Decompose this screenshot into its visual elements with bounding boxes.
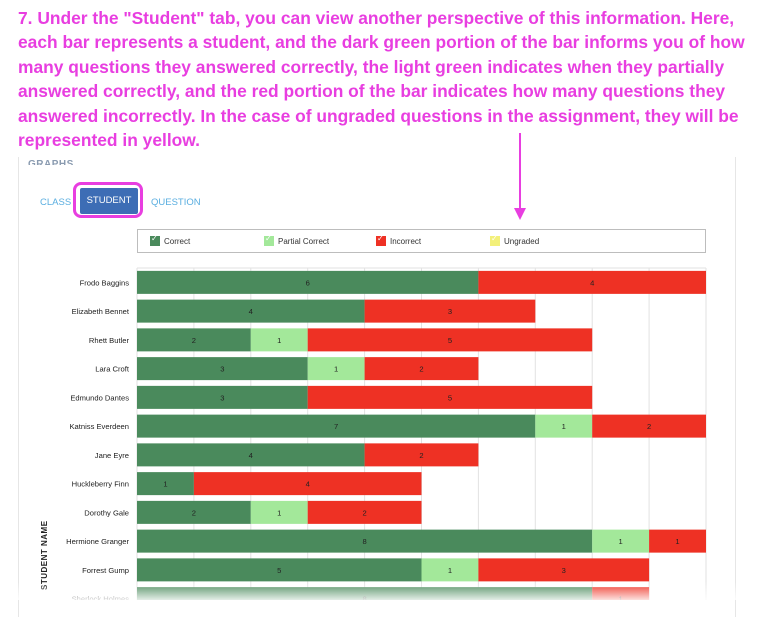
bar-value-label: 4: [306, 480, 310, 489]
bar-value-label: 2: [647, 422, 651, 431]
bar-value-label: 3: [220, 393, 224, 402]
student-name-label: Elizabeth Bennet: [72, 307, 130, 316]
student-name-label: Frodo Baggins: [80, 278, 130, 287]
bar-value-label: 4: [249, 451, 253, 460]
bar-segment-partial-correct: [592, 529, 650, 553]
y-axis-label: STUDENT NAME: [40, 520, 49, 590]
bar-segment-correct: [137, 443, 365, 467]
bar-segment-partial-correct: [250, 328, 308, 352]
bar-value-label: 2: [419, 451, 423, 460]
bar-segment-incorrect: [592, 414, 706, 438]
bar-segment-incorrect: [478, 270, 706, 294]
chart-legend: Correct Partial Correct Incorrect Ungrad…: [137, 229, 706, 253]
bar-segment-correct: [137, 357, 308, 381]
bar-value-label: 1: [448, 566, 452, 575]
bar-value-label: 3: [448, 307, 452, 316]
legend-swatch-correct: [150, 234, 160, 246]
bar-segment-incorrect: [649, 529, 706, 553]
student-name-label: Forrest Gump: [82, 566, 129, 575]
legend-swatch-partial: [264, 234, 274, 246]
bar-segment-partial-correct: [421, 558, 479, 582]
instruction-text: 7. Under the "Student" tab, you can view…: [18, 8, 745, 151]
tab-question[interactable]: QUESTION: [151, 197, 201, 208]
bar-segment-correct: [137, 270, 479, 294]
student-name-label: Edmundo Dantes: [70, 393, 129, 402]
legend-item-partial[interactable]: Partial Correct: [264, 234, 330, 246]
student-name-label: Jane Eyre: [95, 451, 129, 460]
legend-label-ungraded: Ungraded: [504, 236, 540, 246]
bar-value-label: 3: [220, 365, 224, 374]
legend-label-incorrect: Incorrect: [390, 236, 422, 246]
bar-value-label: 3: [562, 566, 566, 575]
legend-item-ungraded[interactable]: Ungraded: [490, 234, 540, 246]
bar-segment-partial-correct: [535, 414, 593, 438]
student-name-label: Huckleberry Finn: [72, 480, 129, 489]
student-name-label: Rhett Butler: [89, 336, 130, 345]
bar-value-label: 2: [362, 508, 366, 517]
bar-segment-incorrect: [307, 500, 422, 524]
bar-value-label: 6: [306, 278, 310, 287]
student-name-label: Dorothy Gale: [84, 508, 129, 517]
bar-value-label: 1: [277, 508, 281, 517]
legend-item-correct[interactable]: Correct: [150, 234, 191, 246]
bar-segment-incorrect: [364, 443, 479, 467]
bar-segment-partial-correct: [307, 357, 365, 381]
bar-value-label: 1: [619, 537, 623, 546]
bar-value-label: 1: [675, 537, 679, 546]
bar-segment-partial-correct: [250, 500, 308, 524]
legend-item-incorrect[interactable]: Incorrect: [376, 234, 422, 246]
bar-value-label: 4: [590, 278, 594, 287]
bar-value-label: 5: [277, 566, 281, 575]
legend-swatch-ungraded: [490, 234, 500, 246]
bar-value-label: 8: [362, 537, 366, 546]
annotation-arrow-line: [519, 133, 521, 211]
bar-value-label: 5: [448, 336, 452, 345]
student-name-label: Lara Croft: [95, 365, 130, 374]
bar-value-label: 2: [419, 365, 423, 374]
bar-value-label: 1: [334, 365, 338, 374]
panel-title: GRAPHS: [28, 159, 74, 165]
bar-segment-incorrect: [193, 472, 422, 496]
bar-value-label: 7: [334, 422, 338, 431]
bar-value-label: 1: [163, 480, 167, 489]
student-bar-chart: Frodo Baggins 6 4 Elizabeth Bennet 4 3 Rhett B…: [66, 267, 707, 600]
bar-value-label: 2: [192, 508, 196, 517]
bar-segment-correct: [137, 500, 251, 524]
bar-segment-correct: [137, 472, 194, 496]
bar-segment-incorrect: [478, 558, 650, 582]
bar-segment-incorrect: [364, 357, 479, 381]
bar-segment-correct: [137, 414, 536, 438]
tab-student[interactable]: STUDENT: [80, 188, 138, 214]
student-tab-highlight: [73, 182, 143, 218]
bar-segment-incorrect: [364, 299, 536, 323]
bar-segment-correct: [137, 558, 422, 582]
bar-value-label: 2: [192, 336, 196, 345]
bar-segment-correct: [137, 299, 365, 323]
tab-class[interactable]: CLASS: [40, 197, 72, 208]
legend-swatch-incorrect: [376, 234, 386, 246]
bar-segment-incorrect: [307, 385, 593, 409]
bar-segment-correct: [137, 385, 308, 409]
bottom-fade: [0, 582, 764, 600]
bar-value-label: 1: [562, 422, 566, 431]
legend-label-partial: Partial Correct: [278, 236, 330, 246]
annotation-arrow-head: [514, 208, 526, 220]
bar-segment-correct: [137, 328, 251, 352]
bar-segment-correct: [137, 529, 593, 553]
student-name-label: Hermione Granger: [66, 537, 129, 546]
bar-value-label: 1: [277, 336, 281, 345]
bar-value-label: 4: [249, 307, 253, 316]
bar-value-label: 5: [448, 393, 452, 402]
student-name-label: Katniss Everdeen: [69, 422, 129, 431]
legend-label-correct: Correct: [164, 236, 191, 246]
bar-segment-incorrect: [307, 328, 593, 352]
